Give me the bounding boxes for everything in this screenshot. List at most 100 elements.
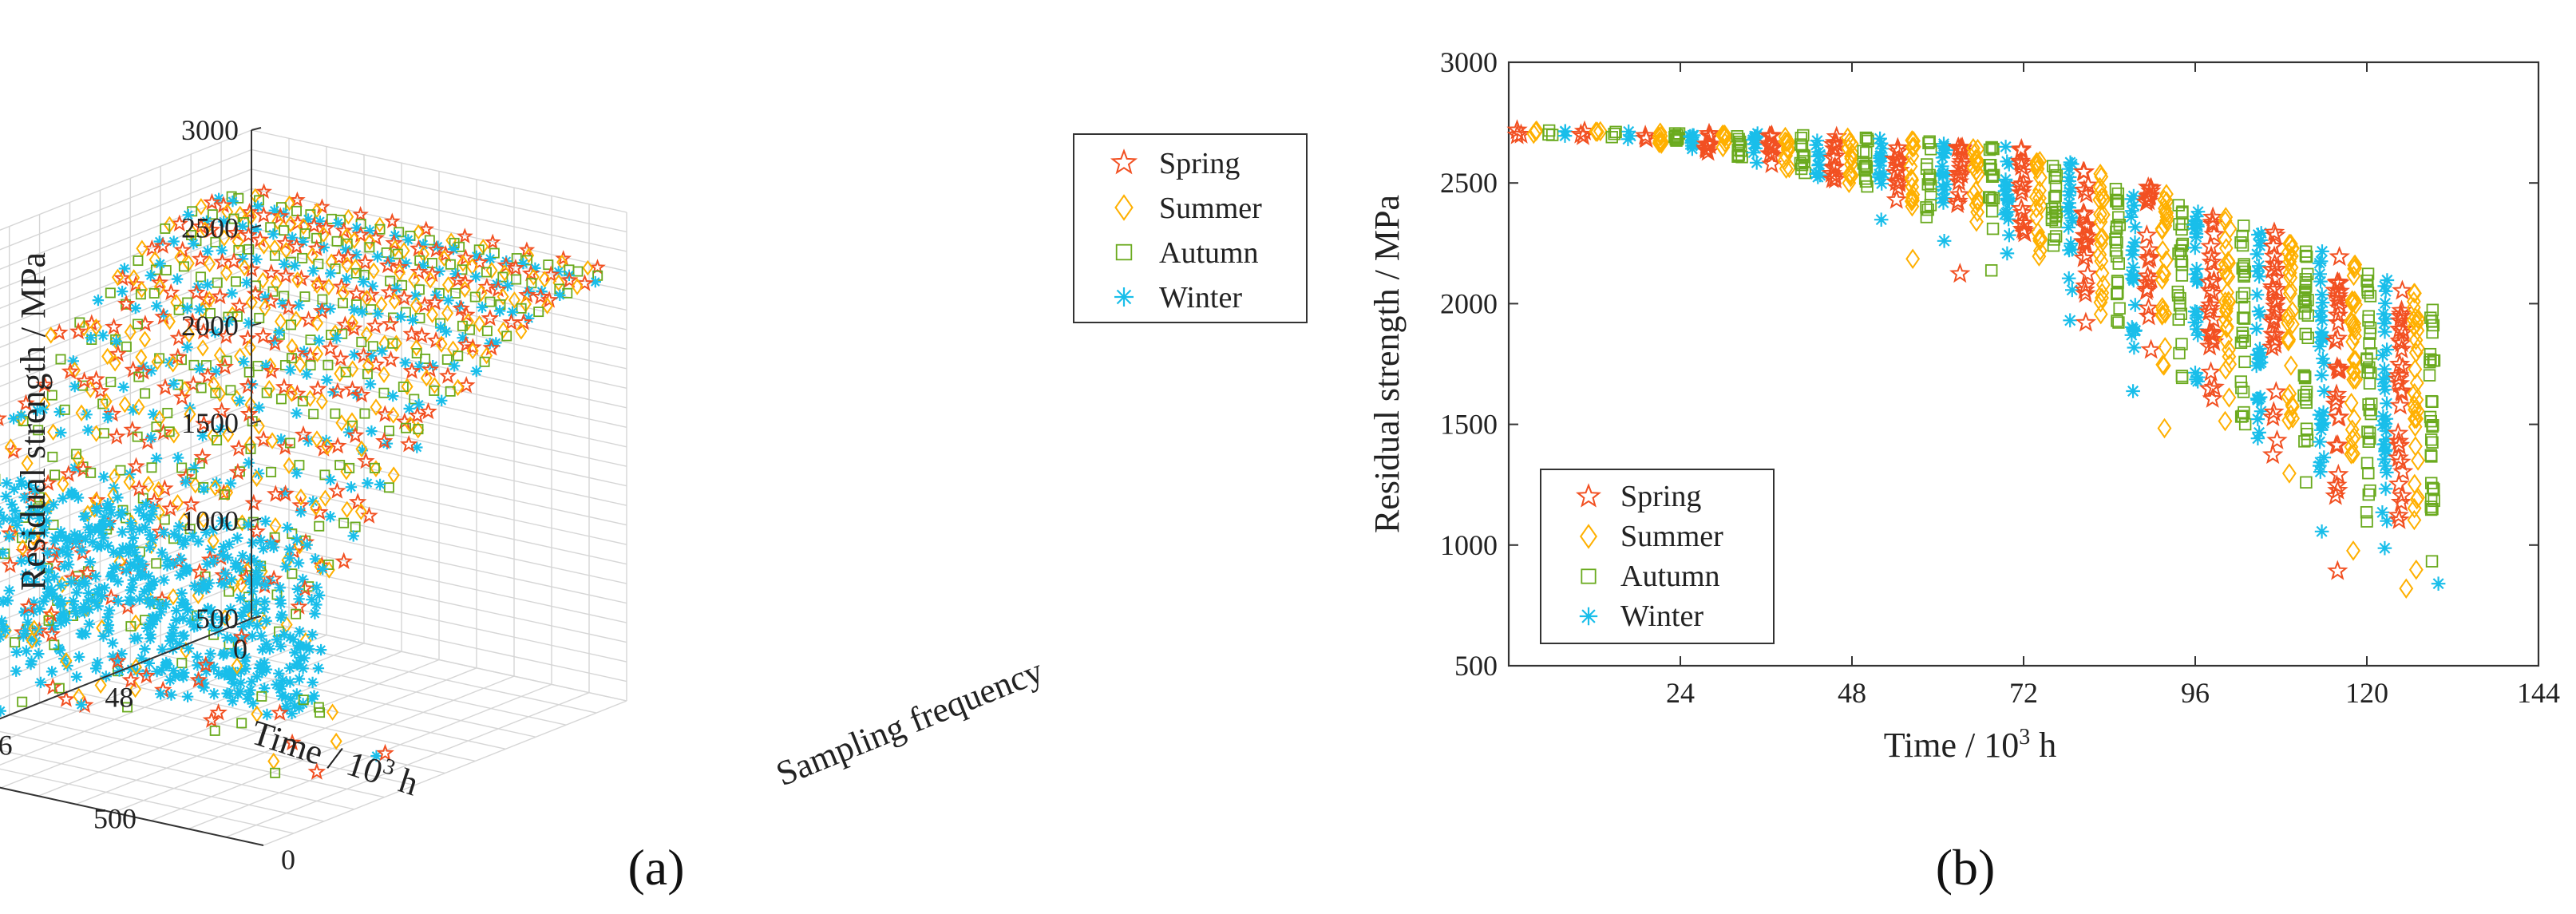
scatter-point-spring [2325, 383, 2348, 404]
scatter-point-winter [259, 579, 271, 592]
scatter-point-autumn [356, 336, 367, 347]
scatter-point-winter [137, 559, 149, 572]
scatter-point-summer [337, 284, 350, 303]
scatter-point-winter [78, 600, 90, 612]
scatter-point-summer [2348, 350, 2363, 371]
scatter-point-winter [18, 527, 30, 540]
scatter-point-winter [2127, 273, 2141, 288]
scatter-point-winter [2377, 324, 2392, 339]
scatter-point-winter [19, 624, 31, 637]
scatter-point-winter [389, 229, 402, 242]
scatter-point-summer [47, 423, 60, 441]
scatter-point-summer [485, 262, 498, 279]
scatter-point-winter [42, 504, 53, 516]
scatter-point-winter [448, 360, 461, 372]
scatter-point-winter [291, 467, 303, 479]
scatter-point-autumn [1984, 162, 1996, 176]
scatter-point-winter [589, 275, 601, 288]
scatter-point-summer [234, 347, 247, 365]
scatter-point-spring [2200, 361, 2222, 382]
scatter-point-winter [246, 630, 259, 642]
scatter-point-winter [2376, 452, 2392, 467]
scatter-point-winter [263, 643, 276, 655]
scatter-point-autumn [572, 266, 584, 277]
scatter-point-winter [165, 689, 177, 701]
scatter-point-winter [34, 603, 46, 615]
scatter-point-winter [2377, 437, 2392, 452]
scatter-point-winter [193, 584, 205, 596]
scatter-point-spring [279, 298, 298, 315]
scatter-point-spring [202, 220, 221, 238]
scatter-point-winter [102, 412, 114, 424]
scatter-point-winter [42, 574, 53, 586]
scatter-point-summer [204, 255, 216, 273]
scatter-point-spring [182, 495, 200, 512]
a-gridline [188, 683, 552, 830]
scatter-point-spring [2138, 297, 2159, 318]
scatter-point-summer [424, 271, 437, 289]
scatter-point-winter [1937, 191, 1953, 205]
scatter-point-autumn [98, 428, 109, 439]
scatter-point-winter [82, 588, 95, 599]
scatter-point-winter [239, 663, 251, 675]
scatter-point-winter [402, 234, 414, 246]
scatter-point-winter [155, 688, 167, 700]
scatter-point-autumn [2363, 337, 2376, 350]
scatter-point-spring [230, 296, 249, 314]
scatter-point-spring [2012, 201, 2034, 222]
scatter-point-winter [97, 532, 109, 544]
scatter-point-winter [206, 620, 218, 632]
scatter-point-winter [191, 651, 204, 663]
scatter-point-winter [283, 662, 296, 674]
scatter-point-autumn [2301, 427, 2313, 441]
scatter-point-winter [242, 519, 255, 531]
scatter-point-spring [2199, 322, 2222, 342]
scatter-point-winter [348, 304, 360, 316]
scatter-point-winter [171, 273, 184, 285]
scatter-point-spring [43, 677, 62, 695]
scatter-point-winter [158, 308, 170, 320]
panel-b-legend-box [1540, 469, 1775, 644]
scatter-point-winter [275, 640, 287, 653]
scatter-point-autumn [2113, 218, 2127, 231]
scatter-point-spring [366, 316, 385, 334]
scatter-point-autumn [234, 518, 245, 529]
scatter-point-summer [249, 188, 261, 204]
scatter-point-autumn [2364, 407, 2377, 421]
scatter-point-winter [2379, 432, 2393, 447]
scatter-point-spring [276, 266, 295, 284]
scatter-point-spring [202, 710, 221, 728]
scatter-point-spring [2138, 305, 2159, 326]
scatter-point-summer [142, 475, 155, 493]
scatter-point-autumn [210, 387, 221, 398]
scatter-point-winter [80, 577, 92, 590]
scatter-point-winter [91, 588, 103, 599]
scatter-point-winter [275, 611, 287, 623]
scatter-point-winter [49, 535, 61, 547]
scatter-point-spring [347, 283, 366, 302]
scatter-point-summer [398, 242, 410, 259]
scatter-point-autumn [2424, 356, 2436, 369]
scatter-point-spring [413, 326, 431, 344]
scatter-point-autumn [173, 304, 184, 315]
scatter-point-autumn [1860, 161, 1874, 174]
scatter-point-autumn [358, 269, 370, 280]
scatter-point-winter [413, 398, 425, 410]
scatter-point-winter [2254, 350, 2269, 364]
scatter-point-spring [2391, 380, 2412, 401]
legend-label-winter: Winter [1159, 281, 1242, 315]
scatter-point-winter [113, 655, 125, 667]
scatter-point-winter [2190, 322, 2204, 337]
scatter-point-winter [10, 646, 22, 659]
scatter-point-winter [201, 279, 214, 291]
scatter-point-winter [91, 657, 104, 669]
scatter-point-spring [2200, 235, 2222, 256]
scatter-point-autumn [224, 586, 235, 597]
scatter-point-winter [110, 335, 122, 347]
scatter-point-spring [30, 621, 49, 639]
scatter-point-winter [125, 559, 137, 571]
scatter-point-spring [2388, 430, 2410, 451]
scatter-point-autumn [1732, 137, 1746, 150]
scatter-point-winter [187, 530, 199, 542]
scatter-point-summer [89, 318, 102, 336]
